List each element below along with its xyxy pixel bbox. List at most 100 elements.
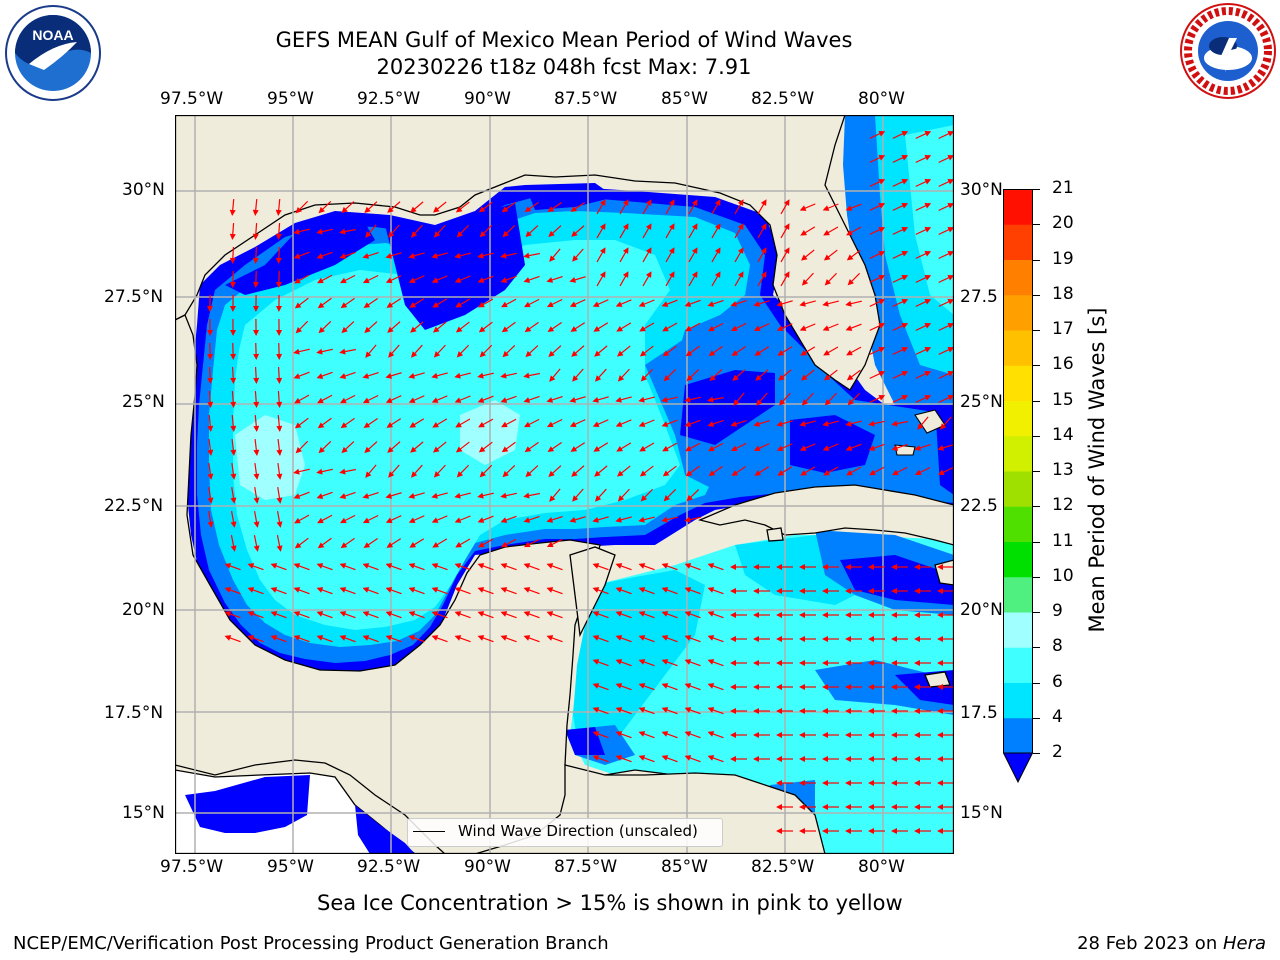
wind-wave-arrow (665, 247, 675, 263)
wind-wave-arrow (478, 201, 493, 213)
wind-wave-arrow (408, 492, 425, 499)
wind-wave-arrow (339, 635, 356, 643)
wind-wave-arrow (684, 563, 701, 571)
wind-wave-arrow (891, 732, 908, 738)
wind-wave-arrow (548, 345, 562, 358)
wind-wave-arrow (592, 683, 609, 691)
wind-wave-arrow (388, 344, 400, 358)
wind-wave-arrow (892, 371, 909, 379)
wind-wave-arrow (230, 414, 237, 432)
wind-wave-arrow (341, 201, 355, 214)
wind-wave-arrow (547, 442, 562, 453)
colorbar-tick (1033, 471, 1040, 472)
lat-tick-right: 22.5 (960, 496, 998, 516)
wind-wave-arrow (688, 199, 698, 215)
wind-wave-arrow (937, 828, 954, 834)
wind-wave-arrow (730, 588, 747, 594)
wind-wave-arrow (661, 659, 678, 667)
plot-title: GEFS MEAN Gulf of Mexico Mean Period of … (275, 28, 853, 52)
wind-wave-arrow (547, 322, 562, 333)
wind-wave-arrow (569, 276, 586, 283)
wind-wave-arrow (454, 515, 471, 523)
wind-wave-arrow (730, 756, 747, 762)
wind-wave-arrow (707, 635, 724, 643)
wind-wave-arrow (572, 488, 584, 502)
wind-wave-arrow (408, 635, 425, 643)
lat-tick-right: 15°N (960, 803, 1003, 823)
wind-wave-arrow (569, 396, 586, 403)
wind-wave-arrow (293, 468, 310, 475)
colorbar-tick (1033, 259, 1040, 261)
wind-wave-arrow (776, 420, 793, 427)
wind-wave-arrow (662, 465, 677, 477)
wind-wave-arrow (592, 419, 609, 427)
footer-machine: Hera (1222, 933, 1266, 954)
wind-wave-arrow (730, 684, 747, 690)
wind-wave-arrow (500, 395, 517, 403)
wind-wave-arrow (549, 488, 561, 502)
wind-wave-arrow (891, 828, 908, 834)
wind-wave-arrow (546, 587, 563, 595)
wind-wave-arrow (756, 392, 768, 406)
wind-wave-arrow (638, 659, 655, 667)
colorbar-label: Mean Period of Wind Waves [s] (1085, 307, 1109, 633)
wind-wave-arrow (730, 564, 747, 570)
wind-wave-arrow (822, 612, 839, 618)
wind-wave-arrow (822, 732, 839, 738)
wind-wave-arrow (892, 323, 909, 331)
wind-wave-arrow (593, 442, 609, 452)
wind-wave-arrow (617, 488, 630, 502)
colorbar-swatch (1003, 224, 1033, 260)
wind-wave-arrow (230, 342, 237, 360)
wind-wave-arrow (252, 270, 259, 288)
wind-wave-arrow (661, 683, 678, 691)
wind-wave-arrow (477, 492, 494, 499)
wind-wave-arrow (845, 443, 862, 451)
wind-wave-arrow (846, 226, 862, 236)
colorbar-swatch (1003, 400, 1033, 437)
colorbar-tick (1033, 365, 1040, 367)
wind-wave-arrow (362, 394, 379, 404)
wind-wave-arrow (615, 516, 632, 523)
wind-wave-arrow (753, 443, 770, 451)
wind-wave-arrow (276, 414, 283, 432)
wind-wave-arrow (592, 563, 609, 571)
wind-wave-arrow (501, 201, 516, 213)
wind-wave-arrow (247, 563, 264, 571)
wind-wave-arrow (594, 488, 607, 502)
lat-tick-left: 17.5°N (104, 703, 164, 723)
wind-wave-arrow (937, 467, 954, 475)
wind-wave-arrow (500, 635, 517, 643)
wind-wave-arrow (317, 274, 333, 284)
wind-wave-arrow (617, 345, 631, 357)
wind-wave-arrow (431, 372, 448, 379)
wind-wave-arrow (914, 756, 931, 762)
wind-wave-arrow (776, 612, 793, 618)
wind-wave-arrow (914, 612, 931, 618)
colorbar-tick-label: 2 (1052, 742, 1063, 762)
wind-wave-arrow (938, 227, 954, 235)
lon-tick-bottom: 97.5°W (160, 857, 224, 877)
wind-wave-arrow (525, 225, 539, 238)
wind-wave-arrow (230, 318, 237, 336)
wind-wave-arrow (892, 347, 909, 355)
wind-wave-arrow (685, 442, 701, 452)
wind-wave-arrow (662, 442, 678, 452)
wind-wave-arrow (845, 588, 862, 594)
wind-wave-arrow (431, 395, 448, 403)
wind-wave-arrow (570, 202, 586, 212)
wind-wave-arrow (684, 635, 701, 643)
wind-wave-arrow (938, 395, 954, 403)
colorbar-tick (1033, 189, 1040, 190)
wind-wave-arrow (688, 271, 698, 287)
wind-wave-arrow (940, 416, 952, 430)
wind-wave-arrow (596, 199, 606, 215)
wind-wave-arrow (387, 441, 401, 453)
wind-wave-arrow (293, 228, 310, 235)
wind-wave-arrow (340, 537, 355, 549)
lat-tick-right: 27.5 (960, 287, 998, 307)
wind-wave-arrow (799, 300, 816, 307)
wind-wave-arrow (707, 442, 724, 452)
wind-wave-arrow (456, 224, 469, 238)
wind-wave-arrow (546, 635, 563, 643)
